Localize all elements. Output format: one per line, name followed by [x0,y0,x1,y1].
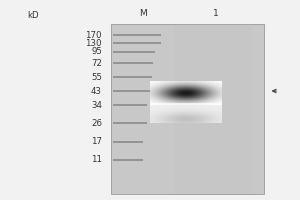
Text: 11: 11 [91,156,102,164]
Text: 34: 34 [91,100,102,110]
Bar [111,24,264,194]
Text: 1: 1 [213,9,219,19]
Bar [112,76,152,78]
Text: 95: 95 [91,47,102,56]
Bar [112,159,142,161]
Text: 130: 130 [85,38,102,47]
Bar [112,34,160,36]
Text: 26: 26 [91,118,102,128]
Bar [112,104,147,106]
Text: 72: 72 [91,58,102,68]
Text: 170: 170 [85,30,102,40]
Bar [112,90,150,92]
Bar [112,62,153,64]
Bar [112,122,147,124]
Text: kD: kD [27,11,39,21]
Bar [112,51,154,53]
Text: 55: 55 [91,72,102,82]
Bar [112,141,142,143]
Text: M: M [139,9,146,19]
Bar [174,24,252,194]
Text: 17: 17 [91,138,102,146]
Text: 43: 43 [91,87,102,96]
Bar [112,42,160,44]
